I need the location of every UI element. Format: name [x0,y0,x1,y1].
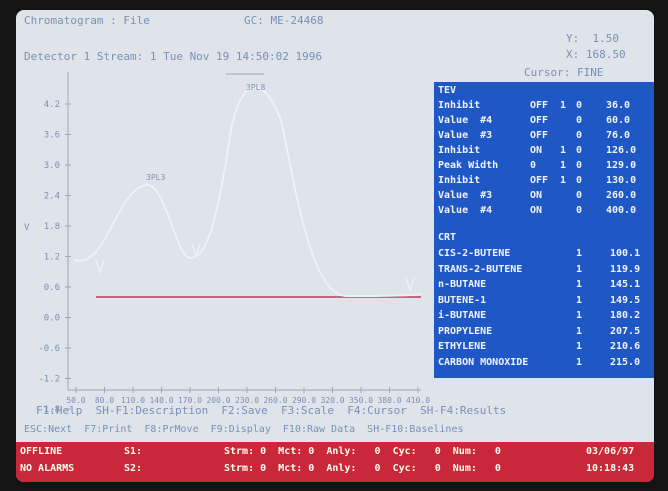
cell: 0 [576,190,582,201]
cell: 0 [530,160,536,171]
cell: 260.0 [606,190,636,201]
cell: 1 [560,175,566,186]
function-keys: F1:Help SH-F1:Description F2:Save F3:Sca… [36,404,506,417]
cell: TRANS-2-BUTENE [438,264,522,275]
y-tick-label: -0.6 [38,344,60,354]
y-readout: Y: 1.50 [566,32,619,45]
monitor: Chromatogram : File GC: ME-24468 Y: 1.50… [0,0,668,491]
cell: 1 [560,100,566,111]
cell: 0 [576,175,582,186]
cell: 215.0 [610,357,640,368]
peak-label: 3PL8 [246,83,265,92]
cell: Value #4 [438,205,492,216]
cell: Value #3 [438,190,492,201]
cell: 400.0 [606,205,636,216]
chromatogram-trace [74,87,421,296]
cell: NO ALARMS [20,463,74,474]
y-tick-label: 4.2 [44,100,60,110]
cell: 180.2 [610,310,640,321]
cell: 60.0 [606,115,630,126]
cell: ETHYLENE [438,341,486,352]
status-bar: OFFLINE S1: Strm: 0 Mct: 0 Anly: 0 Cyc: 0 … [16,442,654,482]
cell: 1 [576,248,582,259]
section-title: CRT [438,232,456,243]
y-tick-label: -1.2 [38,375,60,385]
cell: 0 [576,145,582,156]
y-tick-label: 3.6 [44,131,60,141]
y-tick-label: 0.6 [44,283,60,293]
cell: Inhibit [438,175,480,186]
cell: OFF [530,130,548,141]
cell: 1 [576,264,582,275]
cell: 145.1 [610,279,640,290]
cell: S1: [124,446,142,457]
cell: 1 [576,279,582,290]
cell: CARBON MONOXIDE [438,357,528,368]
section-title: TEV [438,85,456,96]
cell: Peak Width [438,160,498,171]
cell: Strm: 0 Mct: 0 Anly: 0 Cyc: 0 Num: 0 [224,446,501,457]
cell: 76.0 [606,130,630,141]
screen: Chromatogram : File GC: ME-24468 Y: 1.50… [16,10,654,482]
cell: 119.9 [610,264,640,275]
cell: ON [530,145,542,156]
function-keys: ESC:Next F7:Print F8:PrMove F9:Display F… [24,424,464,435]
cell: 1 [560,160,566,171]
cell: OFF [530,100,548,111]
peak-markers [96,244,414,290]
cell: n-BUTANE [438,279,486,290]
cell: ON [530,190,542,201]
cell: 0 [576,130,582,141]
cell: Value #3 [438,130,492,141]
cell: Inhibit [438,145,480,156]
cell: 0 [576,100,582,111]
y-tick-label: 1.2 [44,253,60,263]
cell: BUTENE-1 [438,295,486,306]
cell: i-BUTANE [438,310,486,321]
cell: ON [530,205,542,216]
cell: 1 [576,310,582,321]
peak-label: 3PL3 [146,173,165,182]
cell: 0 [576,205,582,216]
cell: Value #4 [438,115,492,126]
cell: 210.6 [610,341,640,352]
cell: 1 [576,295,582,306]
cell: 126.0 [606,145,636,156]
gc-id: GC: ME-24468 [244,14,323,27]
y-tick-label: 2.4 [44,192,60,202]
cell: 100.1 [610,248,640,259]
cell: CIS-2-BUTENE [438,248,510,259]
cell: 1 [560,145,566,156]
cell: 130.0 [606,175,636,186]
y-axis-label: V [24,223,30,233]
cell: OFF [530,175,548,186]
cell: PROPYLENE [438,326,492,337]
cell: OFF [530,115,548,126]
cell: 1 [576,357,582,368]
cell: 149.5 [610,295,640,306]
cell: Strm: 0 Mct: 0 Anly: 0 Cyc: 0 Num: 0 [224,463,501,474]
cell: 10:18:43 [586,463,634,474]
cell: OFFLINE [20,446,62,457]
cell: 207.5 [610,326,640,337]
cell: 129.0 [606,160,636,171]
cell: 0 [576,115,582,126]
x-readout: X: 168.50 [566,48,626,61]
plot: 4.23.63.02.41.81.20.60.0-0.6-1.2-1.850.0… [16,60,436,420]
cell: S2: [124,463,142,474]
cell: 0 [576,160,582,171]
cell: 1 [576,326,582,337]
cursor-mode: Cursor: FINE [524,66,603,79]
cell: 03/06/97 [586,446,634,457]
title: Chromatogram : File [24,14,150,27]
y-tick-label: 0.0 [44,314,60,324]
y-tick-label: 3.0 [44,161,60,171]
y-tick-label: 1.8 [44,222,60,232]
cell: Inhibit [438,100,480,111]
cell: 1 [576,341,582,352]
cell: 36.0 [606,100,630,111]
